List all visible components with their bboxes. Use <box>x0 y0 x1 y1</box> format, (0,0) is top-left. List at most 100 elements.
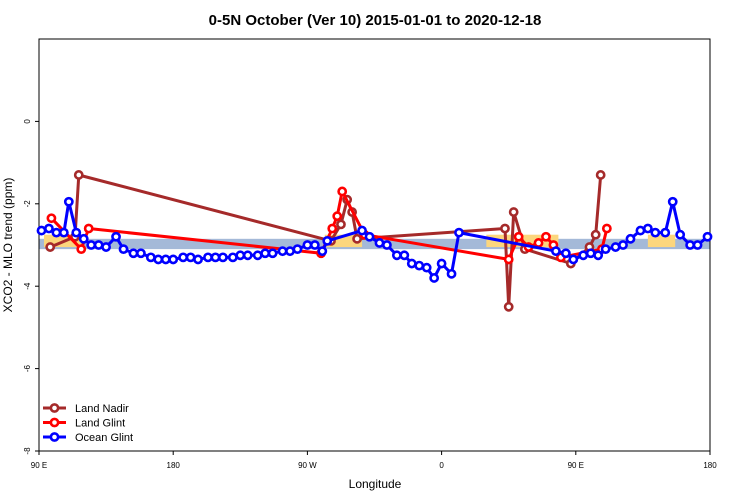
ocean-glint-point <box>227 252 238 263</box>
ocean-glint-point <box>71 227 82 238</box>
ocean-glint-point <box>58 227 69 238</box>
legend-label-ocean-glint: Ocean Glint <box>75 432 133 444</box>
ocean-glint-point <box>406 258 417 269</box>
ocean-glint-point <box>302 240 313 250</box>
ocean-glint-point <box>309 240 320 250</box>
land-glint-point <box>503 254 514 265</box>
y-axis: 0 -2 -4 -6 -8 <box>23 119 39 455</box>
land-glint-point <box>533 238 544 248</box>
ocean-glint-point <box>364 231 375 242</box>
ocean-glint-point <box>78 233 89 244</box>
ocean-glint-point <box>421 262 432 273</box>
land-nadir-point <box>590 229 601 240</box>
ocean-glint-point <box>625 233 636 244</box>
ocean-glint-point <box>101 242 111 252</box>
ocean-glint-point <box>642 223 653 234</box>
ocean-glint-point <box>618 240 628 250</box>
ocean-glint-point <box>93 240 104 250</box>
land-glint-point <box>327 223 338 234</box>
ocean-glint-point <box>260 248 271 259</box>
ocean-glint-point <box>235 250 246 261</box>
ocean-glint-point <box>277 246 288 257</box>
land-nadir-point <box>508 207 519 217</box>
ocean-glint-point <box>692 240 703 250</box>
ocean-glint-point <box>322 235 333 246</box>
y-tick-label: -6 <box>23 364 32 372</box>
ocean-reference-band <box>39 238 710 250</box>
y-tick-label: -2 <box>23 200 32 208</box>
ocean-glint-point <box>210 252 221 263</box>
series-ocean-glint <box>36 196 713 283</box>
ocean-glint-point <box>118 244 129 255</box>
chart-title: 0-5N October (Ver 10) 2015-01-01 to 2020… <box>209 12 542 29</box>
ocean-glint-point <box>242 250 253 261</box>
ocean-glint-point <box>267 248 278 259</box>
land-nadir-point <box>45 242 56 252</box>
x-tick-label: 180 <box>167 461 181 470</box>
ocean-glint-point <box>86 240 97 250</box>
land-glint-point <box>337 186 348 197</box>
ocean-glint-point <box>650 227 661 238</box>
land-glint-point <box>332 211 343 222</box>
ocean-glint-point <box>145 252 156 263</box>
legend-label-land-glint: Land Glint <box>75 418 125 430</box>
ocean-glint-point <box>551 246 561 257</box>
ocean-glint-point <box>675 229 686 240</box>
x-tick-label: 90 E <box>568 461 584 470</box>
legend-marker-ocean-glint <box>49 432 60 442</box>
ocean-glint-point <box>153 254 164 265</box>
ocean-glint-point <box>585 248 596 259</box>
legend-marker-land-glint <box>49 417 60 428</box>
ocean-glint-point <box>36 225 47 236</box>
legend-marker-land-nadir <box>49 403 60 413</box>
ocean-glint-point <box>374 238 385 248</box>
ocean-glint-point <box>399 250 410 261</box>
land-glint-point <box>601 223 612 234</box>
ocean-glint-point <box>593 250 604 261</box>
data-series <box>36 170 713 312</box>
x-axis: 90 E 180 90 W 0 90 E 180 <box>31 451 717 470</box>
ocean-glint-point <box>185 252 196 263</box>
y-tick-label: -4 <box>23 282 32 290</box>
ocean-glint-point <box>357 225 367 236</box>
ocean-glint-point <box>292 244 303 255</box>
ocean-glint-point <box>63 196 74 207</box>
ocean-glint-point <box>218 252 228 263</box>
ocean-glint-point <box>317 246 328 257</box>
ocean-glint-point <box>660 227 671 238</box>
x-axis-label: Longitude <box>349 477 402 491</box>
ocean-glint-point <box>635 225 646 236</box>
ocean-glint-point <box>160 254 171 265</box>
ocean-glint-point <box>560 248 571 259</box>
ocean-glint-point <box>610 242 621 252</box>
ocean-glint-point <box>446 268 457 279</box>
land-nadir-point <box>500 223 510 234</box>
y-axis-label: XCO2 - MLO trend (ppm) <box>1 178 15 313</box>
land-glint-point <box>76 244 87 255</box>
land-reference-band-3 <box>647 234 676 248</box>
ocean-glint-point <box>252 250 263 261</box>
ocean-glint-point <box>178 252 189 263</box>
legend-label-land-nadir: Land Nadir <box>75 403 129 415</box>
ocean-glint-point <box>168 254 179 265</box>
land-glint-point <box>83 223 94 234</box>
land-glint-point <box>513 231 524 242</box>
x-tick-label: 90 E <box>31 461 47 470</box>
land-nadir-point <box>352 233 363 244</box>
ocean-glint-point <box>203 252 213 263</box>
ocean-glint-point <box>667 196 678 207</box>
ocean-glint-point <box>135 248 146 259</box>
ocean-glint-point <box>568 254 579 265</box>
legend: Land Nadir Land Glint Ocean Glint <box>43 403 133 444</box>
ocean-glint-point <box>382 240 392 250</box>
land-nadir-point <box>336 219 346 230</box>
land-nadir-point <box>503 301 514 312</box>
land-nadir-point <box>595 170 606 180</box>
ocean-glint-point <box>285 246 295 257</box>
ocean-glint-point <box>685 240 696 250</box>
ocean-glint-point <box>578 250 589 261</box>
ocean-glint-point <box>128 248 139 259</box>
y-tick-label: 0 <box>23 119 32 124</box>
ocean-glint-point <box>600 244 611 255</box>
